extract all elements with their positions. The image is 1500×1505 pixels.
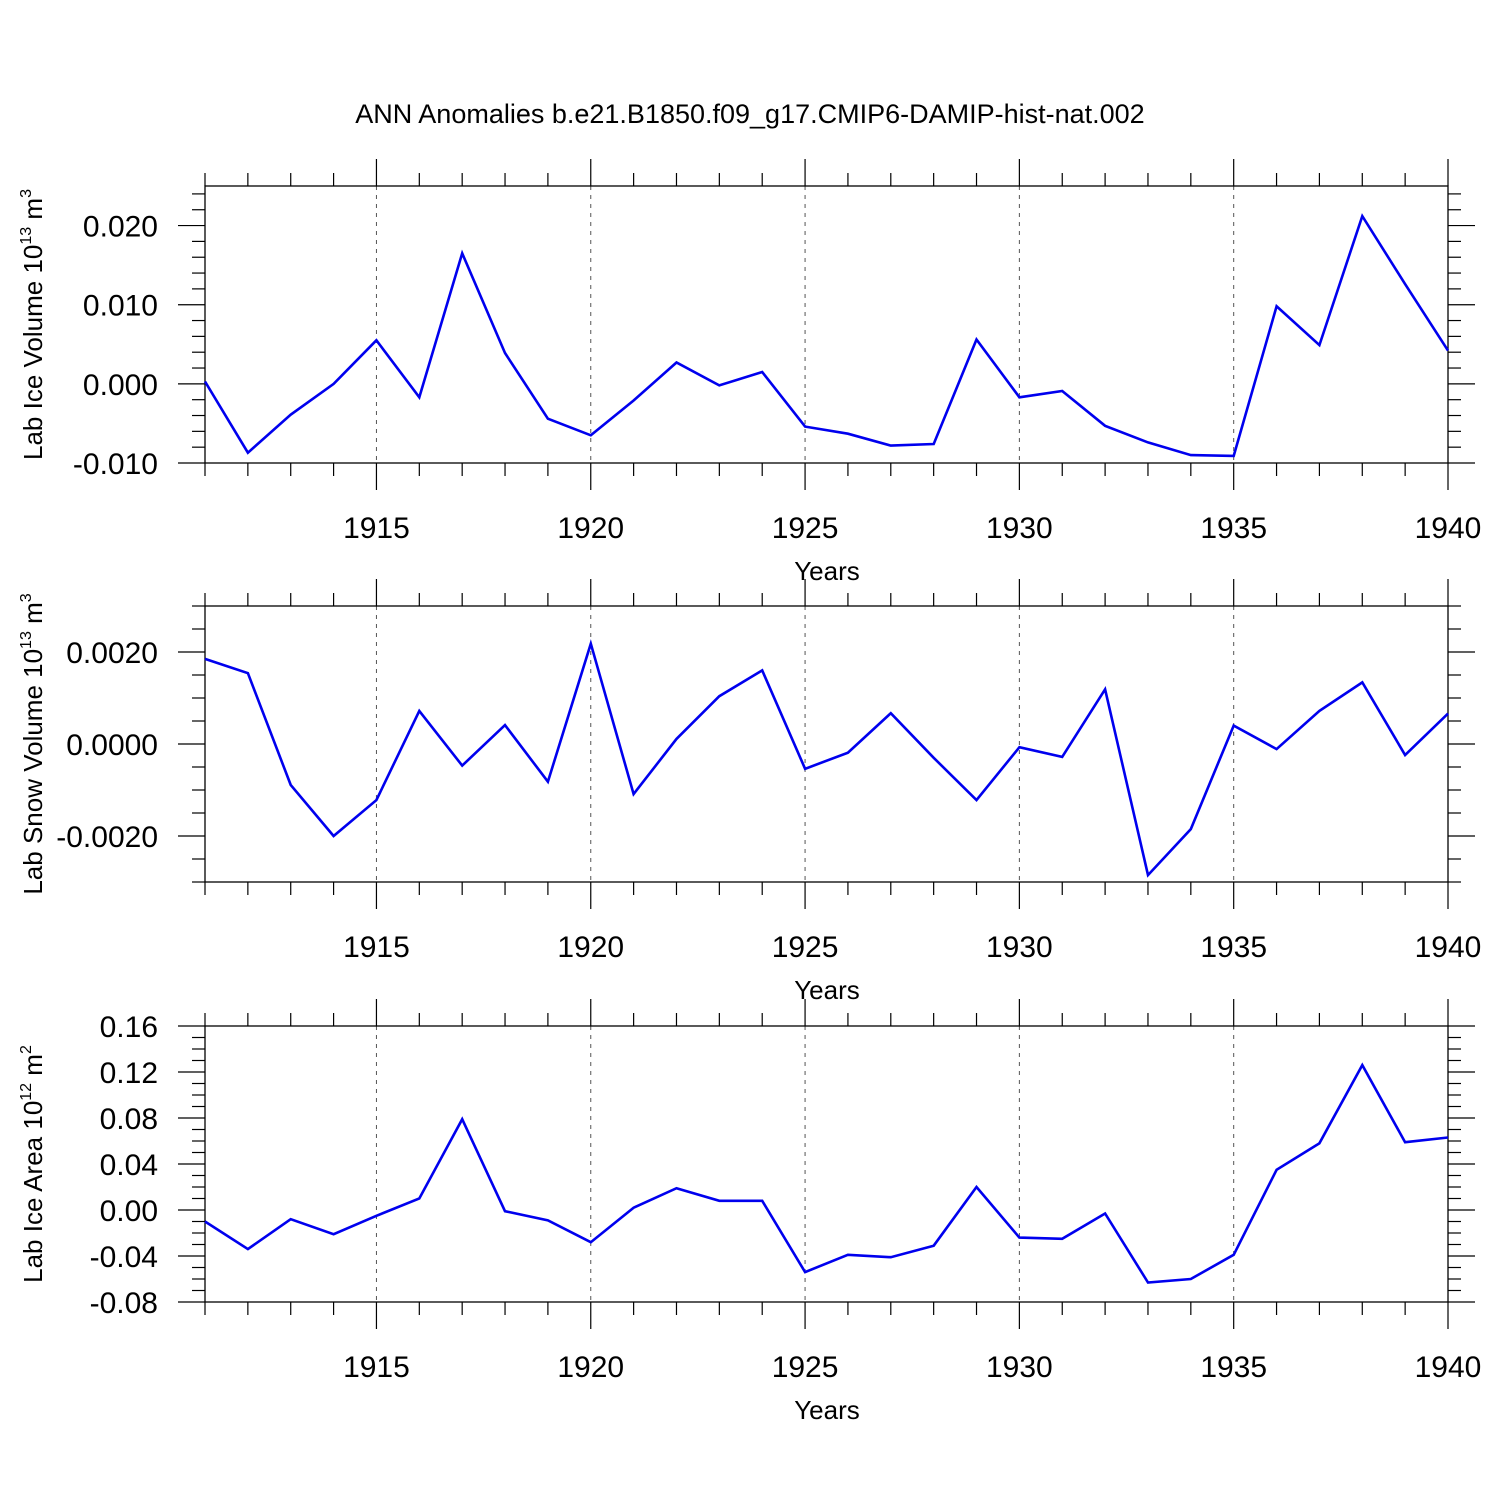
x-tick-label: 1930 (986, 1351, 1053, 1384)
x-axis-title: Years (794, 975, 860, 1005)
y-tick-label: -0.04 (90, 1241, 158, 1274)
y-axis-title-part: Lab Ice Volume 10 (18, 245, 48, 460)
y-axis-title-part: m (18, 1054, 48, 1083)
y-axis-title-superscript: 3 (18, 593, 35, 602)
x-tick-label: 1935 (1200, 512, 1267, 545)
x-tick-label: 1920 (557, 931, 624, 964)
y-axis-title-superscript: 3 (18, 189, 35, 198)
x-tick-label: 1925 (772, 931, 839, 964)
y-axis-title-part: m (18, 198, 48, 227)
y-axis-title: Lab Ice Area 1012 m2 (18, 1045, 48, 1283)
x-tick-label: 1940 (1415, 931, 1482, 964)
y-tick-label: 0.00 (100, 1195, 158, 1228)
y-axis-title-superscript: 13 (18, 631, 35, 649)
y-tick-label: 0.12 (100, 1057, 158, 1090)
y-tick-label: 0.0020 (66, 637, 158, 670)
y-tick-label: 0.04 (100, 1149, 158, 1182)
chart-panel-1: -0.010 0.000 0.010 0.020 1915 1920 1925 1930 193… (18, 159, 1481, 586)
plot-frame (204, 1025, 1449, 1303)
y-tick-label: 0.0000 (66, 729, 158, 762)
plot-frame (204, 605, 1449, 883)
y-axis-title-part: m (18, 602, 48, 631)
x-tick-label: 1920 (557, 1351, 624, 1384)
x-axis-title: Years (794, 1395, 860, 1425)
y-tick-label: 0.010 (83, 290, 158, 323)
y-tick-label: 0.020 (83, 211, 158, 244)
y-axis-title-superscript: 2 (18, 1045, 35, 1054)
y-tick-label: -0.08 (90, 1287, 158, 1320)
x-tick-label: 1925 (772, 512, 839, 545)
x-tick-label: 1925 (772, 1351, 839, 1384)
series-line (204, 639, 1449, 878)
y-axis-title-superscript: 12 (18, 1083, 35, 1101)
x-tick-label: 1915 (343, 512, 410, 545)
y-tick-label: 0.000 (83, 369, 158, 402)
chart-panel-3: -0.08 -0.04 0.00 0.04 0.08 0.12 0.16 1915 1920 19… (18, 999, 1481, 1425)
x-tick-label: 1915 (343, 931, 410, 964)
y-tick-label: -0.0020 (56, 821, 158, 854)
x-axis-title: Years (794, 556, 860, 586)
x-tick-label: 1920 (557, 512, 624, 545)
y-axis-title: Lab Ice Volume 1013 m3 (18, 189, 48, 460)
panels: -0.010 0.000 0.010 0.020 1915 1920 1925 1930 193… (18, 159, 1481, 1425)
series-line (204, 1062, 1449, 1284)
figure-title: ANN Anomalies b.e21.B1850.f09_g17.CMIP6-… (355, 99, 1144, 129)
x-tick-label: 1930 (986, 512, 1053, 545)
chart-panel-2: -0.0020 0.0000 0.0020 1915 1920 1925 1930 1935 1… (18, 579, 1481, 1005)
x-tick-label: 1930 (986, 931, 1053, 964)
y-tick-label: 0.16 (100, 1011, 158, 1044)
y-axis-title-superscript: 13 (18, 227, 35, 245)
x-tick-label: 1915 (343, 1351, 410, 1384)
series-line (203, 213, 1450, 458)
y-axis-title: Lab Snow Volume 1013 m3 (18, 593, 48, 894)
x-tick-label: 1935 (1200, 1351, 1267, 1384)
x-tick-label: 1940 (1415, 1351, 1482, 1384)
y-tick-label: 0.08 (100, 1103, 158, 1136)
y-axis-title-part: Lab Snow Volume 10 (18, 649, 48, 895)
x-tick-label: 1940 (1415, 512, 1482, 545)
plot-frame (204, 185, 1449, 464)
x-tick-label: 1935 (1200, 931, 1267, 964)
y-tick-label: -0.010 (73, 448, 158, 481)
y-axis-title-part: Lab Ice Area 10 (18, 1101, 48, 1283)
